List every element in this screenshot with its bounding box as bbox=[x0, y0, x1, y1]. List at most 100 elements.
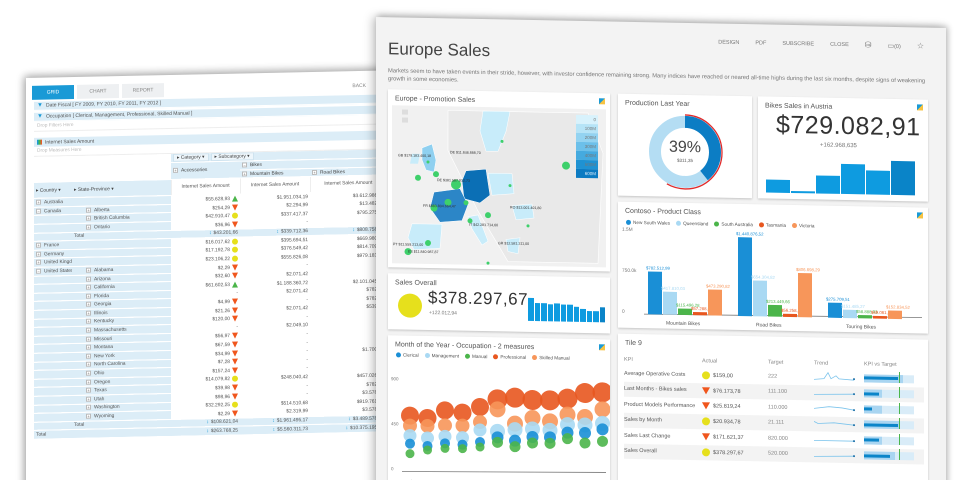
collapse-icon[interactable]: − bbox=[36, 268, 41, 274]
kpi-row[interactable]: Sales Last Change $171.621,37 820.000 bbox=[624, 428, 924, 449]
expand-icon[interactable]: + bbox=[86, 353, 91, 359]
expand-icon[interactable]: + bbox=[86, 293, 91, 299]
bubble[interactable] bbox=[440, 443, 450, 453]
tab-report[interactable]: REPORT bbox=[122, 82, 164, 98]
bubble[interactable] bbox=[596, 423, 609, 436]
database-icon[interactable]: ⛁ bbox=[864, 40, 872, 50]
bar[interactable] bbox=[843, 309, 857, 319]
bubble[interactable] bbox=[522, 390, 543, 411]
bubble[interactable] bbox=[505, 387, 525, 408]
collapse-icon[interactable]: − bbox=[242, 162, 248, 168]
bubble[interactable] bbox=[421, 431, 434, 445]
kpi-row[interactable]: Sales Overall $378.297,67 520.000 bbox=[624, 443, 924, 465]
bubble[interactable] bbox=[579, 437, 591, 449]
comments-button[interactable]: ▭(0) bbox=[887, 42, 901, 50]
bubble[interactable] bbox=[401, 406, 419, 425]
bar[interactable] bbox=[678, 308, 692, 316]
expand-icon[interactable]: + bbox=[86, 396, 91, 402]
bubble[interactable] bbox=[509, 441, 521, 453]
bar[interactable] bbox=[873, 315, 887, 319]
expand-icon[interactable]: + bbox=[86, 310, 91, 316]
pdf-button[interactable]: PDF bbox=[755, 39, 767, 46]
bubble[interactable] bbox=[524, 410, 541, 427]
bar[interactable] bbox=[648, 271, 662, 315]
bubble[interactable] bbox=[473, 423, 487, 437]
bar[interactable] bbox=[798, 273, 812, 318]
bubble[interactable] bbox=[423, 445, 432, 455]
bar[interactable] bbox=[708, 289, 722, 316]
column-dim-subcategory[interactable]: ▸ Subcategory ▾ bbox=[210, 152, 254, 162]
tab-chart[interactable]: CHART bbox=[77, 83, 119, 99]
bar[interactable] bbox=[858, 315, 872, 319]
expand-icon[interactable]: + bbox=[86, 370, 91, 376]
expand-icon[interactable]: + bbox=[86, 387, 91, 393]
bubble[interactable] bbox=[403, 418, 417, 433]
expand-icon[interactable]: + bbox=[36, 199, 41, 205]
bar[interactable] bbox=[753, 280, 767, 317]
close-button[interactable]: CLOSE bbox=[830, 41, 849, 48]
expand-icon[interactable]: + bbox=[36, 260, 41, 266]
expand-icon[interactable]: + bbox=[86, 276, 91, 282]
kpi-row[interactable]: Average Operative Costs $159,00 222 bbox=[624, 366, 924, 387]
bubble[interactable] bbox=[594, 401, 611, 418]
expand-icon[interactable]: + bbox=[86, 215, 91, 222]
bubble[interactable] bbox=[403, 429, 417, 443]
bubble[interactable] bbox=[475, 442, 485, 452]
bubble[interactable] bbox=[544, 437, 556, 449]
expand-icon[interactable]: + bbox=[86, 344, 91, 351]
expand-icon[interactable]: + bbox=[86, 327, 91, 333]
bubble[interactable] bbox=[507, 422, 523, 438]
bubble-chart[interactable]: 0450900JanuaryFebruaryMarchAprilMayJuneJ… bbox=[388, 335, 610, 480]
subscribe-button[interactable]: SUBSCRIBE bbox=[782, 40, 815, 47]
expand-icon[interactable]: + bbox=[173, 168, 179, 174]
grouped-bar-chart[interactable]: 0 750.0k 1.5M $782.512,99 $417.810,03 $115.49… bbox=[618, 202, 928, 334]
expand-icon[interactable]: + bbox=[312, 169, 318, 175]
europe-map[interactable]: GB $179.183.400,18 DE $11.846.888,70 DE $3… bbox=[388, 89, 610, 271]
expand-icon[interactable]: + bbox=[86, 379, 91, 385]
bubble[interactable] bbox=[597, 435, 608, 447]
bubble[interactable] bbox=[527, 437, 538, 449]
tab-grid[interactable]: GRID bbox=[32, 84, 74, 100]
bar[interactable] bbox=[738, 237, 752, 317]
column-dim-category[interactable]: ▸ Category ▾ bbox=[173, 153, 209, 162]
expand-icon[interactable]: + bbox=[86, 413, 91, 419]
bubble[interactable] bbox=[492, 436, 503, 448]
expand-icon[interactable]: + bbox=[242, 170, 248, 177]
expand-icon[interactable]: + bbox=[86, 284, 91, 290]
expand-icon[interactable]: + bbox=[86, 224, 91, 230]
back-button[interactable]: BACK bbox=[352, 82, 366, 89]
expand-icon[interactable]: + bbox=[36, 242, 41, 248]
bar[interactable] bbox=[828, 302, 842, 318]
expand-icon[interactable]: + bbox=[86, 301, 91, 308]
bubble[interactable] bbox=[592, 382, 611, 403]
bar[interactable] bbox=[663, 291, 677, 315]
expand-icon[interactable]: + bbox=[36, 251, 41, 257]
design-button[interactable]: DESIGN bbox=[718, 39, 740, 46]
bubble[interactable] bbox=[458, 444, 467, 454]
bubble[interactable] bbox=[455, 418, 470, 433]
row-dim-state[interactable]: ▸ State-Province ▾ bbox=[74, 186, 114, 193]
expand-icon[interactable]: + bbox=[86, 405, 91, 411]
bubble[interactable] bbox=[420, 418, 435, 433]
expand-icon[interactable]: + bbox=[86, 207, 91, 213]
bar[interactable] bbox=[693, 311, 707, 316]
kpi-row[interactable]: Last Months - Bikes sales $76.173,78 111.1… bbox=[624, 381, 924, 403]
bubble[interactable] bbox=[562, 433, 573, 445]
bubble[interactable] bbox=[540, 390, 560, 411]
bubble[interactable] bbox=[453, 403, 472, 422]
bubble[interactable] bbox=[579, 427, 591, 440]
chart-type-icon[interactable] bbox=[917, 104, 923, 111]
bubble[interactable] bbox=[405, 438, 415, 449]
bubble[interactable] bbox=[438, 418, 452, 433]
bubble[interactable] bbox=[405, 449, 415, 459]
expand-icon[interactable]: + bbox=[86, 336, 91, 342]
expand-icon[interactable]: + bbox=[86, 267, 91, 273]
bubble[interactable] bbox=[471, 397, 489, 416]
kpi-row[interactable]: Product Models Performance $25.819,24 110.… bbox=[624, 397, 924, 418]
expand-icon[interactable]: + bbox=[86, 362, 91, 368]
kpi-row[interactable]: Sales by Month $20.934,78 21.111 bbox=[624, 412, 924, 434]
bubble[interactable] bbox=[436, 401, 454, 420]
bubble[interactable] bbox=[575, 383, 595, 404]
bubble[interactable] bbox=[489, 401, 506, 418]
expand-icon[interactable]: + bbox=[86, 319, 91, 325]
